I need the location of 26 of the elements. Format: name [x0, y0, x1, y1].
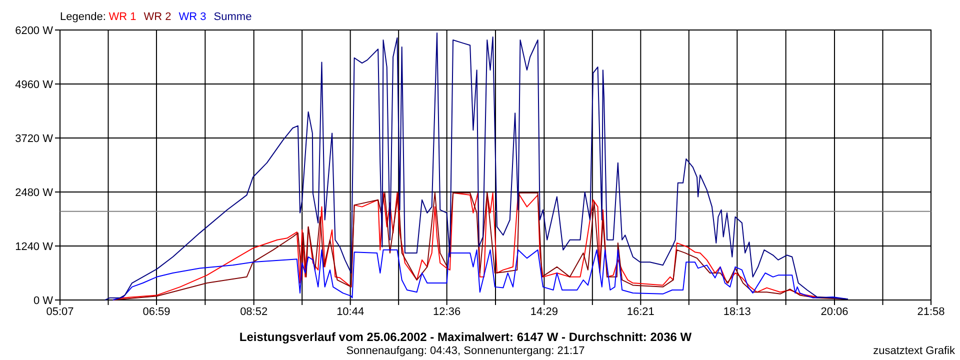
text: Leistungsverlauf vom 25.06.2002 - Maximalwert: 6147 W - Durchschnitt: 2036 W	[239, 330, 692, 344]
legend-title: Legende:	[60, 11, 106, 23]
line-series	[104, 32, 848, 300]
y-tick-label: 4960 W	[15, 79, 54, 91]
line-series	[112, 249, 848, 300]
x-tick-label: 12:36	[433, 306, 461, 318]
y-tick-label: 3720 W	[15, 133, 54, 145]
x-tick-label: 08:52	[240, 306, 268, 318]
y-tick-label: 2480 W	[15, 187, 54, 199]
text: Sonnenaufgang: 04:43, Sonnenuntergang: 21:17	[346, 345, 585, 357]
y-tick-label: 0 W	[33, 295, 54, 307]
x-tick-label: 16:21	[626, 306, 654, 318]
x-tick-label: 18:13	[723, 306, 751, 318]
x-tick-label: 05:07	[46, 306, 74, 318]
text: Summe	[214, 11, 252, 23]
x-tick-label: 20:06	[820, 306, 848, 318]
text: WR 2	[144, 11, 172, 23]
x-tick-label: 10:44	[336, 306, 364, 318]
y-tick-label: 1240 W	[15, 241, 54, 253]
text: WR 1	[108, 11, 136, 23]
text: zusatztext Grafik	[873, 345, 956, 357]
x-tick-label: 14:29	[530, 306, 558, 318]
x-tick-label: 21:58	[917, 306, 945, 318]
text: WR 3	[178, 11, 206, 23]
y-tick-label: 6200 W	[15, 25, 54, 37]
x-tick-label: 06:59	[142, 306, 170, 318]
